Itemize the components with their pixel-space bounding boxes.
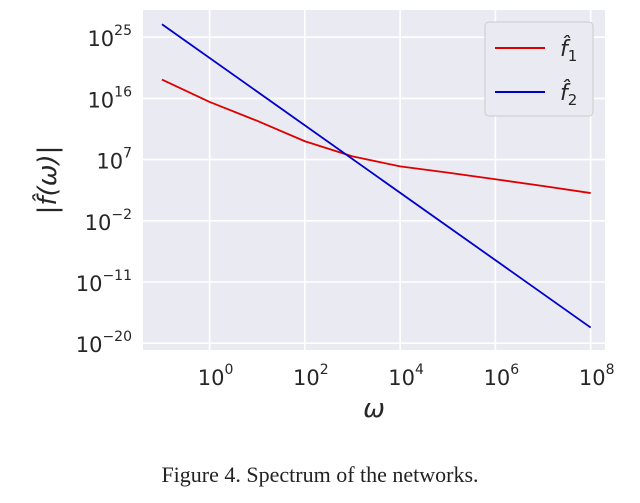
x-tick-label: 104 xyxy=(388,362,424,390)
x-tick-label: 108 xyxy=(579,362,615,390)
y-axis-label: |f̂(ω)| xyxy=(31,146,63,215)
series-line-2 xyxy=(161,23,592,329)
y-tick-label: 10−20 xyxy=(76,329,132,357)
series-lines xyxy=(161,23,592,329)
y-tick-label: 1016 xyxy=(87,84,132,112)
chart: 100 102 104 106 108 1025 1016 107 10−2 10−11 10−2… xyxy=(31,10,615,424)
x-axis-label: ω xyxy=(363,394,385,424)
y-tick-labels: 1025 1016 107 10−2 10−11 10−20 xyxy=(76,23,132,357)
x-tick-labels: 100 102 104 106 108 xyxy=(198,362,615,390)
figure-caption: Figure 4. Spectrum of the networks. xyxy=(161,462,479,487)
x-tick-label: 102 xyxy=(293,362,329,390)
y-tick-label: 10−11 xyxy=(76,268,132,296)
legend: f̂1 f̂2 xyxy=(484,21,594,117)
grid xyxy=(143,10,605,350)
x-tick-label: 100 xyxy=(198,362,234,390)
y-tick-label: 107 xyxy=(96,146,132,174)
x-tick-label: 106 xyxy=(484,362,520,390)
legend-label-2: f̂2 xyxy=(560,80,577,109)
legend-label-1: f̂1 xyxy=(560,36,577,65)
y-tick-label: 1025 xyxy=(87,23,132,51)
series-line-1 xyxy=(161,78,591,194)
y-tick-label: 10−2 xyxy=(85,207,132,235)
